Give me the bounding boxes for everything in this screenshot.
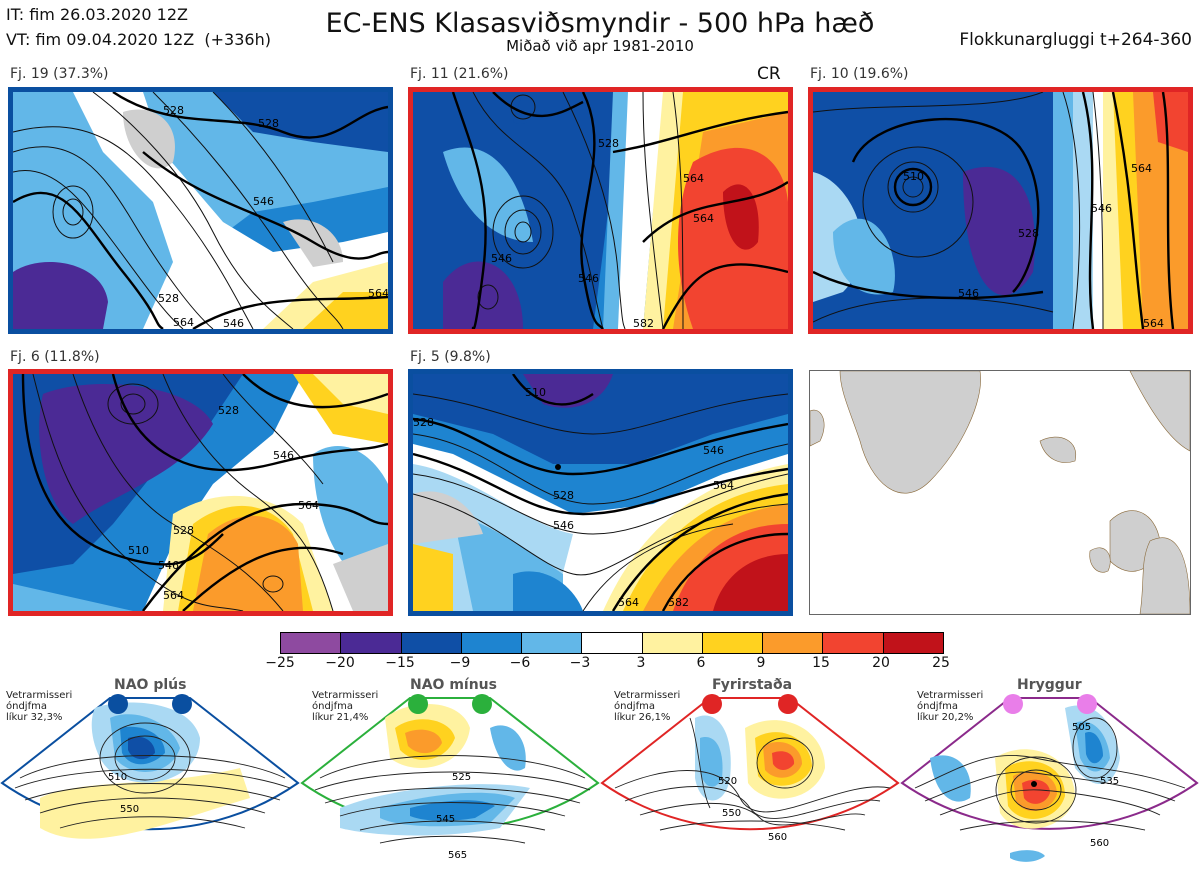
colorbar-bin — [823, 633, 884, 653]
contour-label: 564 — [713, 479, 734, 492]
valid-time: VT: fim 09.04.2020 12Z (+336h) — [6, 30, 271, 49]
cluster-map-2: 528 546 564 546 564 582 — [408, 87, 793, 334]
colorbar-tick: −25 — [265, 655, 295, 671]
regime-contour-label: 535 — [1100, 776, 1119, 787]
contour-label: 528 — [258, 117, 279, 130]
colorbar-bin — [341, 633, 402, 653]
colorbar-tick: −15 — [385, 655, 415, 671]
contour-label: 564 — [163, 589, 184, 602]
page-title: EC-ENS Klasasviðsmyndir - 500 hPa hæð — [325, 8, 875, 39]
regime-map-nao-plus: 510 550 — [0, 694, 300, 839]
regime-title-ridge: Hryggur — [1017, 677, 1082, 693]
regime-contour-label: 510 — [108, 772, 127, 783]
regime-probability-ridge: Vetrarmisseri óndjfma líkur 20,2% — [917, 690, 984, 723]
initial-time: IT: fim 26.03.2020 12Z — [6, 5, 188, 24]
contour-label: 528 — [163, 104, 184, 117]
contour-label: 564 — [173, 316, 194, 329]
colorbar-tick: −3 — [569, 655, 591, 671]
classification-window: Flokkunargluggi t+264-360 — [959, 30, 1192, 50]
contour-label: 546 — [223, 317, 244, 329]
contour-label: 546 — [158, 559, 179, 572]
regime-contour-label: 545 — [436, 814, 455, 825]
contour-label: 564 — [618, 596, 639, 609]
contour-label: 564 — [1131, 162, 1152, 175]
colorbar-tick: −9 — [449, 655, 471, 671]
regime-map-ridge: 505 535 560 — [900, 694, 1199, 862]
panel-label-5: Fj. 5 (9.8%) — [410, 349, 491, 365]
colorbar-tick: 9 — [756, 655, 766, 671]
contour-label: 564 — [693, 212, 714, 225]
contour-label: 510 — [903, 170, 924, 183]
contour-label: 582 — [668, 596, 689, 609]
regime-title-nao-minus: NAO mínus — [410, 677, 497, 693]
contour-label: 582 — [633, 317, 654, 329]
regime-contour-label: 550 — [722, 808, 741, 819]
colorbar-tick: 3 — [636, 655, 646, 671]
regime-contour-label: 560 — [768, 832, 787, 843]
contour-label: 546 — [553, 519, 574, 532]
regime-map-nao-minus: 525 545 565 — [300, 694, 600, 861]
contour-label: 528 — [158, 292, 179, 305]
colorbar-tick: −6 — [509, 655, 531, 671]
colorbar-tick: 6 — [696, 655, 706, 671]
contour-label: 564 — [368, 287, 388, 300]
cluster-map-4: 510 528 546 564 546 564 528 — [8, 369, 393, 616]
panel-label-1: Fj. 19 (37.3%) — [10, 66, 109, 82]
contour-label: 528 — [598, 137, 619, 150]
regime-contour-label: 525 — [452, 772, 471, 783]
regime-contour-label: 550 — [120, 804, 139, 815]
regime-contour-label: 505 — [1072, 722, 1091, 733]
colorbar-bin — [883, 633, 943, 653]
colorbar-tick: −20 — [325, 655, 355, 671]
colorbar-bin — [702, 633, 764, 653]
colorbar-tick: 20 — [872, 655, 890, 671]
contour-label: 528 — [553, 489, 574, 502]
colorbar-bin — [642, 633, 703, 653]
regime-probability-blocking: Vetrarmisseri óndjfma líkur 26,1% — [614, 690, 681, 723]
colorbar-bin — [401, 633, 462, 653]
cluster-map-5: 510 528 528 546 546 564 564 582 — [408, 369, 793, 616]
contour-label: 546 — [273, 449, 294, 462]
anomaly-colorbar — [280, 632, 944, 654]
regime-title-blocking: Fyrirstaða — [712, 677, 793, 693]
panel-flag-cr: CR — [757, 64, 781, 84]
contour-label: 528 — [413, 416, 434, 429]
contour-label: 546 — [958, 287, 979, 300]
contour-label: 546 — [578, 272, 599, 285]
contour-label: 510 — [525, 386, 546, 399]
colorbar-tick: 25 — [932, 655, 950, 671]
colorbar-bin — [582, 633, 643, 653]
regime-contour-label: 560 — [1090, 838, 1109, 849]
regime-title-nao-plus: NAO plús — [114, 677, 187, 693]
contour-label: 528 — [173, 524, 194, 537]
contour-label: 546 — [703, 444, 724, 457]
colorbar-tick: 15 — [812, 655, 830, 671]
colorbar-bin — [522, 633, 583, 653]
cluster-map-1: 528 528 546 528 564 546 564 — [8, 87, 393, 334]
base-map-panel — [809, 370, 1191, 615]
contour-label: 528 — [218, 404, 239, 417]
contour-label: 564 — [1143, 317, 1164, 329]
colorbar-bin — [281, 633, 342, 653]
cluster-map-3: 510 528 546 546 564 564 — [808, 87, 1193, 334]
panel-label-3: Fj. 10 (19.6%) — [810, 66, 909, 82]
contour-label: 564 — [683, 172, 704, 185]
panel-label-4: Fj. 6 (11.8%) — [10, 349, 100, 365]
regime-map-blocking: 520 550 560 — [600, 694, 900, 843]
regime-contour-label: 565 — [448, 850, 467, 861]
colorbar-bin — [763, 633, 824, 653]
contour-label: 546 — [1091, 202, 1112, 215]
contour-label: 546 — [491, 252, 512, 265]
contour-label: 528 — [1018, 227, 1039, 240]
page-subtitle: Miðað við apr 1981-2010 — [506, 37, 694, 55]
regime-contour-label: 520 — [718, 776, 737, 787]
panel-label-2: Fj. 11 (21.6%) — [410, 66, 509, 82]
contour-label: 510 — [128, 544, 149, 557]
regime-probability-nao-plus: Vetrarmisseri óndjfma líkur 32,3% — [6, 690, 73, 723]
regime-probability-nao-minus: Vetrarmisseri óndjfma líkur 21,4% — [312, 690, 379, 723]
contour-label: 564 — [298, 499, 319, 512]
colorbar-bin — [461, 633, 523, 653]
contour-label: 546 — [253, 195, 274, 208]
